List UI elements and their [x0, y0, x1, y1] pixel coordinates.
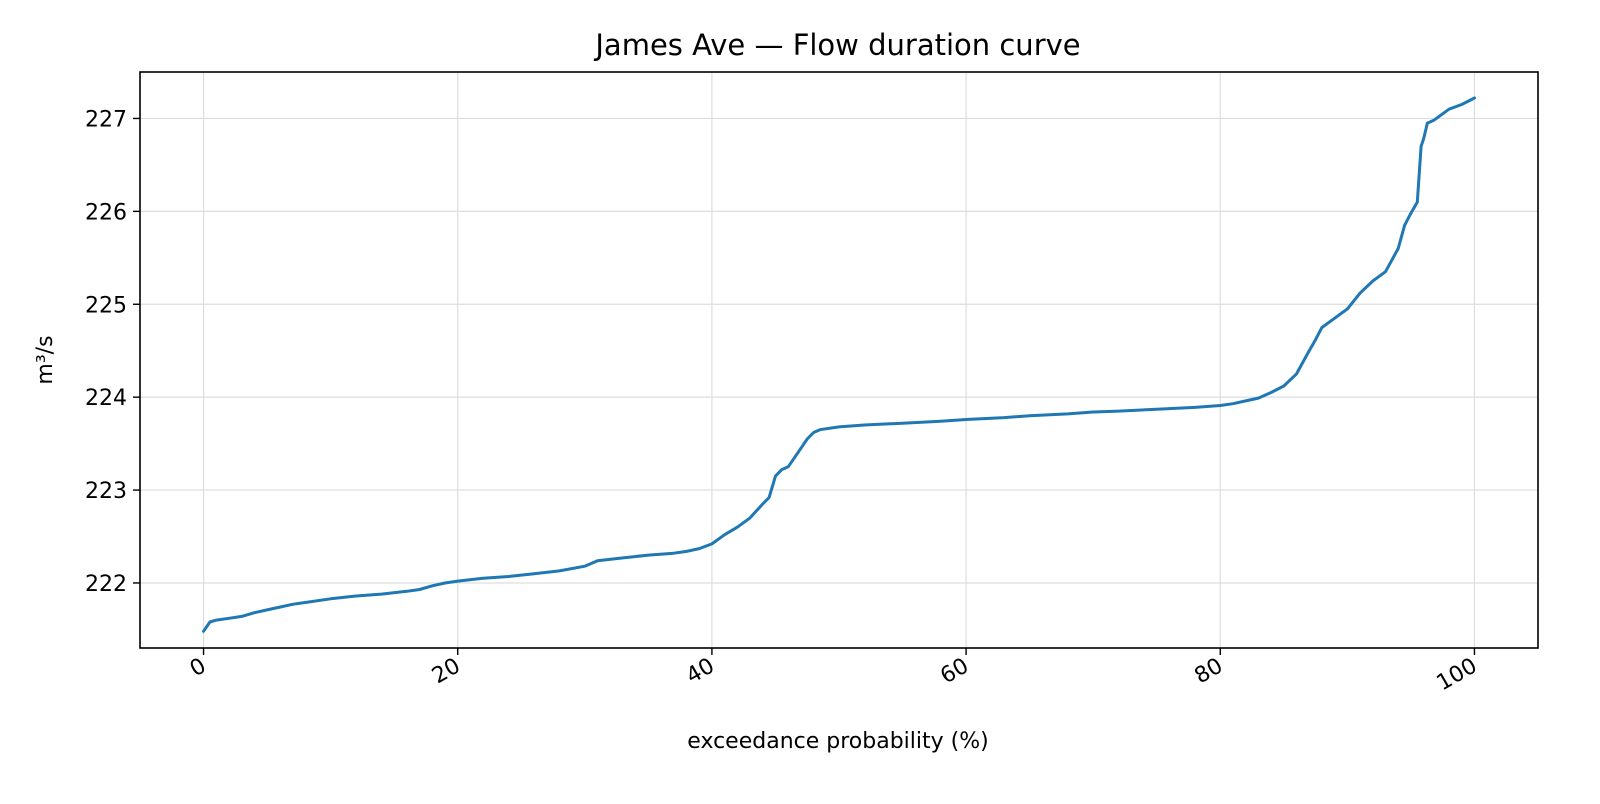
x-tick-label: 0: [186, 654, 211, 683]
grid-lines: [140, 72, 1538, 648]
y-tick-label: 227: [85, 107, 127, 132]
y-axis-label: m³/s: [33, 335, 58, 384]
x-tick-label: 60: [936, 654, 973, 690]
y-tick-label: 222: [85, 572, 127, 597]
y-tick-label: 226: [85, 200, 127, 225]
flow-duration-line: [202, 96, 1476, 633]
y-tick-label: 225: [85, 293, 127, 318]
x-tick-label: 20: [428, 654, 465, 690]
x-tick-label: 100: [1433, 654, 1482, 697]
y-tick-label: 223: [85, 479, 127, 504]
x-axis-label: exceedance probability (%): [687, 729, 988, 754]
y-axis-ticks: 222 223 224 225 226 227: [85, 107, 140, 597]
y-tick-label: 224: [85, 386, 127, 411]
plot-area: [202, 96, 1476, 633]
chart-title: James Ave — Flow duration curve: [593, 28, 1080, 62]
x-tick-label: 40: [682, 654, 719, 690]
x-tick-label: 80: [1191, 654, 1228, 690]
axes-frame: [139, 71, 1539, 649]
x-axis-ticks: 0 20 40 60 80 100: [186, 648, 1482, 697]
